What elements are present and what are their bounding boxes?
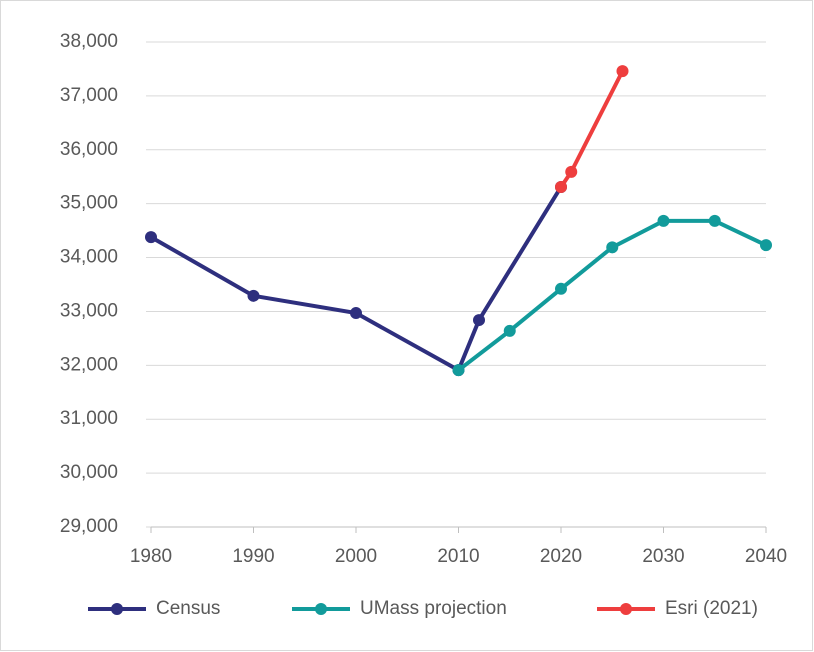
- legend-label: Census: [156, 598, 220, 619]
- y-tick-label: 34,000: [60, 247, 118, 268]
- data-point: [452, 364, 465, 377]
- y-tick-label: 33,000: [60, 300, 118, 321]
- data-point: [350, 307, 362, 320]
- data-point: [247, 289, 260, 302]
- data-point: [708, 214, 721, 227]
- y-tick-label: 30,000: [60, 462, 118, 483]
- data-point: [555, 180, 567, 193]
- data-point: [616, 65, 629, 78]
- data-point: [565, 165, 578, 178]
- data-point: [657, 214, 670, 227]
- y-tick-label: 38,000: [60, 31, 118, 52]
- x-tick-label: 2000: [335, 546, 377, 567]
- data-point: [473, 314, 485, 327]
- y-tick-label: 31,000: [60, 408, 118, 429]
- x-tick-label: 1980: [130, 546, 172, 567]
- y-tick-label: 32,000: [60, 354, 118, 375]
- x-tick-label: 2040: [745, 546, 787, 567]
- legend-marker: [315, 603, 327, 615]
- x-tick-label: 2030: [642, 546, 684, 567]
- series-line: [150, 185, 563, 374]
- y-tick-label: 29,000: [60, 516, 118, 537]
- legend-marker: [620, 603, 632, 615]
- data-point: [606, 241, 619, 254]
- legend-label: UMass projection: [360, 598, 507, 619]
- legend-label: Esri (2021): [665, 598, 758, 619]
- legend-marker: [111, 603, 123, 615]
- data-point: [503, 324, 516, 337]
- x-tick-label: 2020: [540, 546, 582, 567]
- data-point: [145, 231, 157, 244]
- x-tick-label: 1990: [232, 546, 274, 567]
- y-tick-label: 37,000: [60, 85, 118, 106]
- x-tick-label: 2010: [437, 546, 479, 567]
- y-tick-label: 36,000: [60, 139, 118, 160]
- data-point: [760, 239, 772, 252]
- y-tick-label: 35,000: [60, 193, 118, 214]
- data-point: [555, 282, 567, 295]
